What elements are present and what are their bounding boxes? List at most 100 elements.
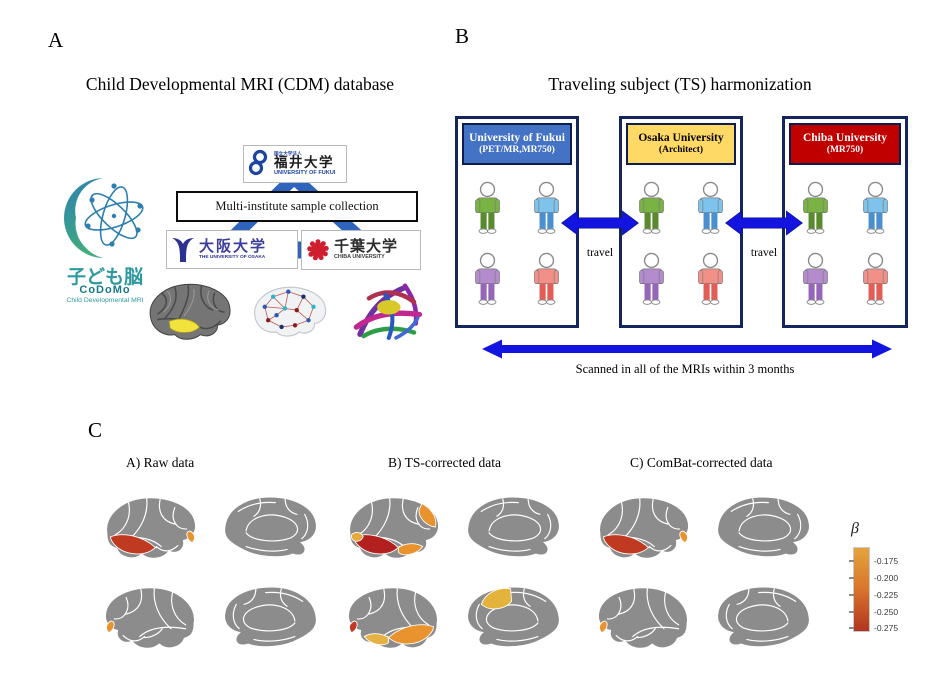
highlight-temporal-strip [387,624,434,645]
brain-medial [716,495,811,558]
site-scanner: (PET/MR,MR750) [479,145,555,156]
person-icon [534,181,559,234]
codomo-subtitle: Child Developmental MRI [66,297,144,304]
scan-period-caption: Scanned in all of the MRIs within 3 mont… [575,362,795,376]
fukui-en: UNIVERSITY OF FUKUI [274,169,336,176]
codomo-crescent-icon [64,178,104,258]
fukui-small-text: 国立大学法人 [274,150,302,156]
site-subjects [785,167,905,323]
brain-medial-flipped [466,585,561,648]
group-label-combat: C) ComBat-corrected data [630,455,773,470]
highlight-temporal-strip [110,534,157,555]
person-icon [802,252,828,305]
site-scanner: (MR750) [826,145,864,156]
osaka-en: THE UNIVERSITY OF OSAKA [199,254,266,260]
osaka-logo-box: 大阪大学 THE UNIVERSITY OF OSAKA [166,230,298,269]
colorbar-tick: -0.175 [874,556,899,566]
person-icon [639,252,664,305]
chiba-kanji: 千葉大学 [334,238,399,256]
brain-group-raw [95,487,326,659]
group-label-ts: B) TS-corrected data [388,455,501,470]
group-label-raw: A) Raw data [126,455,195,470]
codomo-logo [64,178,144,258]
person-icon [475,181,500,234]
temporal-highlight-yellow [168,318,200,333]
site-header-osaka: Osaka University (Architect) [626,123,736,165]
osaka-kanji: 大阪大学 [199,238,268,256]
person-icon [862,252,888,305]
highlight-occipital-wedge [106,620,115,634]
site-scanner: (Architect) [658,145,704,156]
highlight-parietal [480,587,512,610]
person-icon [639,181,664,234]
osaka-mark-icon [172,237,194,262]
travel-label: travel [586,247,614,259]
panel-a-title: Child Developmental MRI (CDM) database [85,74,395,94]
chiba-logo-box: 千葉大学 CHIBA UNIVERSITY [301,230,421,270]
highlight-occipital-wedge [186,530,195,544]
person-icon [698,252,723,305]
brain-tractography-thumbnail [353,283,423,340]
colorbar-tick: -0.200 [874,573,899,583]
highlight-occipital-wedge [679,530,688,544]
highlight-inferior-temporal [363,633,390,646]
site-box-fukui: University of Fukui (PET/MR,MR750) [455,116,579,328]
brain-lateral-flipped [597,586,689,650]
highlight-temporal-pole [351,532,364,542]
panel-b-label: B [455,24,470,48]
tract-core [377,300,401,315]
site-subjects [458,167,576,323]
site-name: Osaka University [638,131,724,144]
colorbar-tick: -0.275 [874,623,899,633]
highlight-inferior-temporal [397,543,424,556]
person-icon [534,252,559,305]
highlight-lateral-occipital [418,502,437,528]
codomo-atom-icon [84,186,144,246]
brain-lateral [348,496,440,560]
travel-label: travel [750,247,778,259]
highlight-occipital-wedge [349,620,358,634]
site-header-chiba: Chiba University (MR750) [789,123,901,165]
fukui-kanji: 福井大学 [274,155,334,171]
colorbar-tick: -0.225 [874,590,899,600]
fukui-logo-box: 国立大学法人 福井大学 UNIVERSITY OF FUKUI [243,145,347,183]
codomo-name: CoDoMo [79,284,131,296]
codomo-kanji: 子ども脳 [66,267,143,288]
person-icon [475,252,500,305]
brain-group-combat [588,487,819,659]
colorbar-gradient [853,547,870,632]
colorbar-title: β [851,520,859,537]
brain-lateral [105,496,197,560]
collection-box: Multi-institute sample collection [176,191,418,222]
brain-lateral [598,496,690,560]
person-icon [862,181,888,234]
brain-medial [466,495,561,558]
chiba-mark-icon [307,239,329,261]
highlight-occipital-wedge [599,620,608,634]
brain-medial-flipped [716,585,811,648]
travel-arrow-icon [561,210,639,236]
travel-arrow-icon [725,210,803,236]
panel-b-title: Traveling subject (TS) harmonization [548,74,812,94]
site-name: Chiba University [802,131,888,144]
site-subjects [622,167,740,323]
colorbar-tick: -0.250 [874,607,899,617]
fukui-mark-icon [248,149,268,176]
brain-lateral-flipped [347,586,439,650]
panel-c-label: C [88,418,103,442]
brain-group-ts [338,487,569,659]
brain-network-thumbnail [254,286,327,337]
chiba-en: CHIBA UNIVERSITY [334,254,385,261]
brain-medial-flipped [223,585,318,648]
brain-lateral-flipped [104,586,196,650]
colorbar: β -0.175 -0.200 -0.225 -0.250 -0.275 [843,520,931,652]
person-icon [698,181,723,234]
site-header-fukui: University of Fukui (PET/MR,MR750) [462,123,572,165]
site-name: University of Fukui [469,131,565,144]
highlight-temporal-strip [603,534,650,555]
scan-period-arrow-icon [482,339,892,359]
panel-a-label: A [48,28,64,52]
brain-medial [223,495,318,558]
brain-surface-thumbnail [149,283,231,340]
